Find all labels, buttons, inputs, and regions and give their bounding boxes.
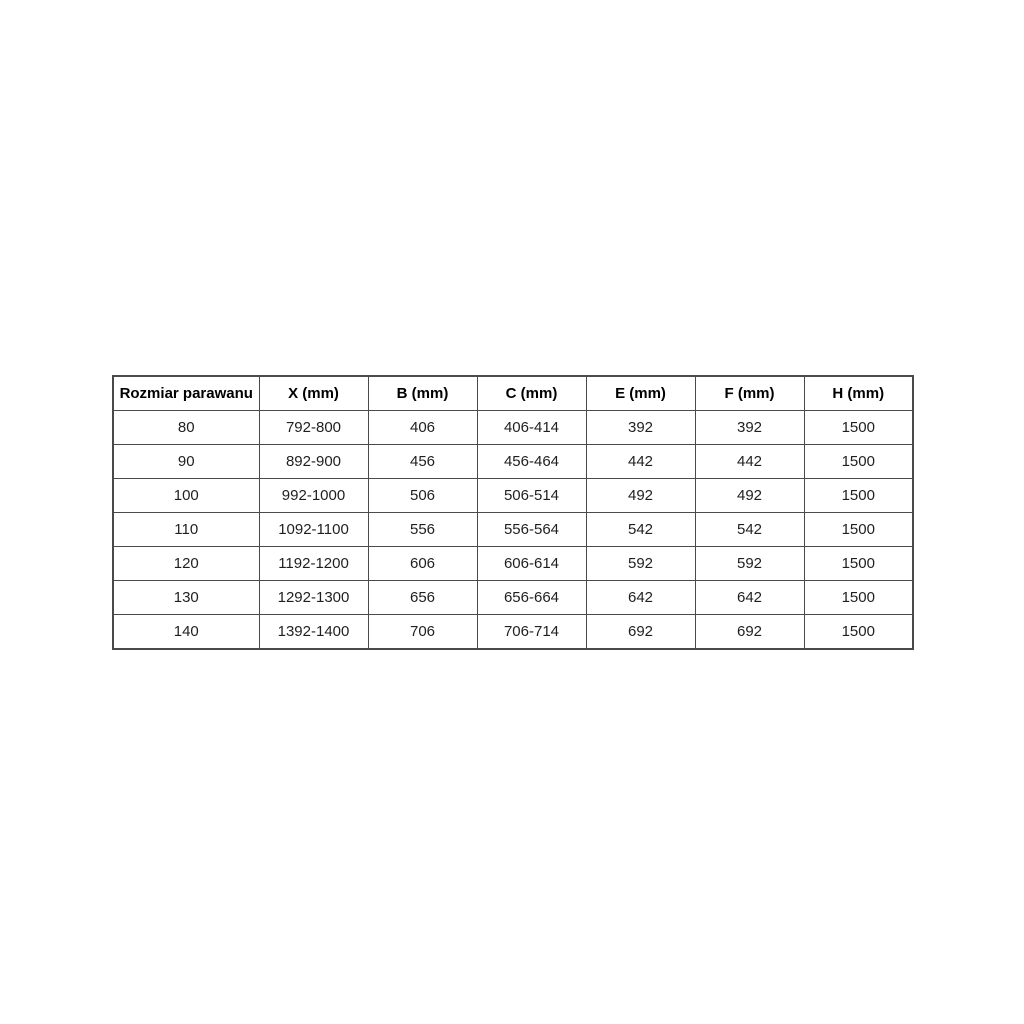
table-row: 80 792-800 406 406-414 392 392 1500 bbox=[112, 410, 914, 445]
table-cell: 506-514 bbox=[476, 478, 587, 513]
table-cell: 492 bbox=[694, 478, 805, 513]
table-cell: 1500 bbox=[803, 614, 914, 650]
table-cell: 892-900 bbox=[258, 444, 369, 479]
table-cell: 1500 bbox=[803, 580, 914, 615]
table-cell: 456 bbox=[367, 444, 478, 479]
table-cell: 692 bbox=[585, 614, 696, 650]
size-spec-table: Rozmiar parawanu X (mm) B (mm) C (mm) E … bbox=[112, 375, 914, 650]
table-cell: 90 bbox=[112, 444, 260, 479]
header-x-mm: X (mm) bbox=[258, 375, 369, 411]
table-cell: 406 bbox=[367, 410, 478, 445]
table-cell: 1500 bbox=[803, 444, 914, 479]
table-cell: 706-714 bbox=[476, 614, 587, 650]
table-cell: 792-800 bbox=[258, 410, 369, 445]
header-row: Rozmiar parawanu X (mm) B (mm) C (mm) E … bbox=[112, 375, 914, 411]
table-row: 100 992-1000 506 506-514 492 492 1500 bbox=[112, 478, 914, 513]
table-cell: 506 bbox=[367, 478, 478, 513]
header-rozmiar-parawanu: Rozmiar parawanu bbox=[112, 375, 260, 411]
table-cell: 110 bbox=[112, 512, 260, 547]
table-cell: 542 bbox=[694, 512, 805, 547]
table-cell: 1500 bbox=[803, 512, 914, 547]
table-cell: 606 bbox=[367, 546, 478, 581]
table-cell: 1192-1200 bbox=[258, 546, 369, 581]
table-cell: 592 bbox=[694, 546, 805, 581]
header-f-mm: F (mm) bbox=[694, 375, 805, 411]
table-cell: 556 bbox=[367, 512, 478, 547]
table-cell: 656 bbox=[367, 580, 478, 615]
table-cell: 100 bbox=[112, 478, 260, 513]
table-cell: 456-464 bbox=[476, 444, 587, 479]
table-cell: 1500 bbox=[803, 410, 914, 445]
table-cell: 392 bbox=[585, 410, 696, 445]
table-cell: 642 bbox=[694, 580, 805, 615]
table-cell: 992-1000 bbox=[258, 478, 369, 513]
table-row: 140 1392-1400 706 706-714 692 692 1500 bbox=[112, 614, 914, 650]
header-c-mm: C (mm) bbox=[476, 375, 587, 411]
table-cell: 130 bbox=[112, 580, 260, 615]
header-h-mm: H (mm) bbox=[803, 375, 914, 411]
header-e-mm: E (mm) bbox=[585, 375, 696, 411]
table-cell: 1092-1100 bbox=[258, 512, 369, 547]
table-cell: 80 bbox=[112, 410, 260, 445]
table-cell: 592 bbox=[585, 546, 696, 581]
table-cell: 392 bbox=[694, 410, 805, 445]
table-cell: 1292-1300 bbox=[258, 580, 369, 615]
table-cell: 692 bbox=[694, 614, 805, 650]
table-cell: 442 bbox=[585, 444, 696, 479]
table-cell: 642 bbox=[585, 580, 696, 615]
table-cell: 140 bbox=[112, 614, 260, 650]
table-cell: 406-414 bbox=[476, 410, 587, 445]
table-cell: 1500 bbox=[803, 478, 914, 513]
table-cell: 656-664 bbox=[476, 580, 587, 615]
table-cell: 492 bbox=[585, 478, 696, 513]
table-cell: 120 bbox=[112, 546, 260, 581]
size-spec-table-container: Rozmiar parawanu X (mm) B (mm) C (mm) E … bbox=[112, 375, 914, 650]
table-cell: 606-614 bbox=[476, 546, 587, 581]
table-cell: 1392-1400 bbox=[258, 614, 369, 650]
table-row: 120 1192-1200 606 606-614 592 592 1500 bbox=[112, 546, 914, 581]
header-b-mm: B (mm) bbox=[367, 375, 478, 411]
table-row: 90 892-900 456 456-464 442 442 1500 bbox=[112, 444, 914, 479]
table-cell: 542 bbox=[585, 512, 696, 547]
table-cell: 442 bbox=[694, 444, 805, 479]
table-cell: 706 bbox=[367, 614, 478, 650]
table-row: 110 1092-1100 556 556-564 542 542 1500 bbox=[112, 512, 914, 547]
table-cell: 556-564 bbox=[476, 512, 587, 547]
table-cell: 1500 bbox=[803, 546, 914, 581]
table-row: 130 1292-1300 656 656-664 642 642 1500 bbox=[112, 580, 914, 615]
